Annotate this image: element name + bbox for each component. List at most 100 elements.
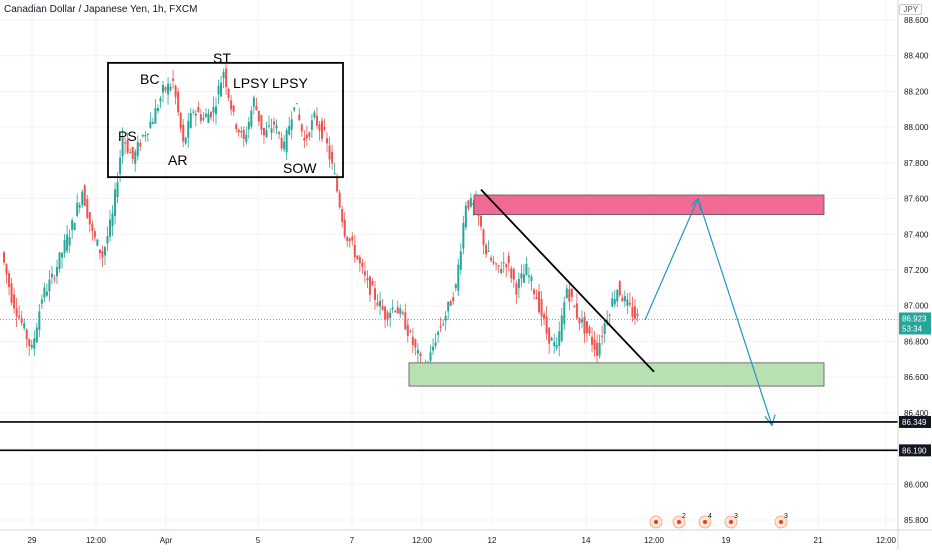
candle-body <box>3 252 5 263</box>
y-tick-label: 88.000 <box>904 123 929 132</box>
level-price-tag <box>899 444 931 457</box>
candle-body <box>381 306 384 310</box>
candle-body <box>45 291 48 296</box>
candle-body <box>527 275 530 278</box>
candle-body <box>103 247 106 256</box>
candle-body <box>318 124 321 131</box>
candle-body <box>623 296 626 302</box>
candle-body <box>432 346 435 351</box>
candle-body <box>141 135 144 137</box>
candle-body <box>490 257 493 261</box>
candle-body <box>71 220 74 230</box>
candle-body <box>5 264 8 275</box>
candle-body <box>368 276 371 295</box>
candle-body <box>596 342 599 356</box>
candle-body <box>245 134 248 142</box>
candle-body <box>601 335 604 337</box>
candle-body <box>545 316 548 334</box>
wyckoff-label: AR <box>168 152 187 168</box>
candle-body <box>371 281 374 286</box>
candle-body <box>187 121 190 138</box>
candle-body <box>353 244 356 258</box>
candle-body <box>119 157 122 175</box>
candle-body <box>331 151 334 164</box>
candle-body <box>159 98 162 102</box>
candle-body <box>109 219 111 237</box>
candle-body <box>240 131 243 133</box>
candle-body <box>25 329 28 340</box>
candle-body <box>363 271 366 276</box>
candle-body <box>151 122 154 125</box>
candle-body <box>220 82 223 97</box>
candle-body <box>550 337 553 341</box>
candle-body <box>328 145 331 160</box>
wyckoff-label: ST <box>213 50 231 66</box>
candle-body <box>300 124 303 132</box>
candle-body <box>78 204 81 208</box>
candle-body <box>568 289 571 302</box>
candle-body <box>111 213 114 227</box>
candle-body <box>538 291 541 313</box>
candle-body <box>278 132 281 135</box>
candle-body <box>515 283 518 295</box>
candle-body <box>93 231 96 238</box>
candle-body <box>366 278 369 281</box>
candle-body <box>273 121 276 125</box>
candle-body <box>560 315 563 341</box>
candle-body <box>126 139 129 153</box>
resistance-zone <box>473 194 825 216</box>
candle-body <box>101 251 104 258</box>
event-count: 4 <box>708 513 712 520</box>
candle-body <box>376 302 379 306</box>
candle-body <box>336 177 339 192</box>
candle-body <box>30 344 33 348</box>
candle-body <box>454 284 457 289</box>
candle-body <box>295 103 298 105</box>
candle-body <box>326 138 329 144</box>
candle-body <box>313 112 316 118</box>
currency-badge[interactable]: JPY <box>899 4 922 15</box>
candle-body <box>174 85 177 97</box>
candle-body <box>121 136 124 157</box>
candle-body <box>230 100 233 110</box>
candle-body <box>227 89 230 98</box>
candle-body <box>305 135 308 139</box>
candle-body <box>76 202 79 216</box>
candle-body <box>222 71 225 78</box>
event-dot <box>703 520 707 524</box>
candle-body <box>81 191 84 205</box>
candle-body <box>194 113 197 116</box>
candle-body <box>452 297 455 302</box>
candle-body <box>20 318 23 323</box>
last-price-tag <box>899 312 931 335</box>
candle-body <box>570 288 573 297</box>
candle-body <box>232 105 235 112</box>
candle-body <box>106 236 109 244</box>
candle-body <box>416 350 419 354</box>
candle-body <box>575 303 578 319</box>
candle-body <box>512 269 515 280</box>
candle-body <box>598 343 601 356</box>
candle-body <box>18 315 21 318</box>
projection-path <box>644 196 773 426</box>
y-tick-label: 85.800 <box>904 516 929 525</box>
candle-body <box>285 130 288 153</box>
candle-body <box>482 229 485 245</box>
candle-body <box>343 219 346 237</box>
candle-body <box>401 312 404 314</box>
candle-body <box>573 306 576 308</box>
candle-body <box>391 307 394 310</box>
candle-body <box>444 315 447 321</box>
candle-body <box>293 107 296 111</box>
x-tick-label: 29 <box>28 536 37 545</box>
candle-body <box>136 141 139 157</box>
candle-body <box>611 298 614 307</box>
y-tick-label: 88.600 <box>904 16 929 25</box>
candle-body <box>618 281 621 296</box>
candle-body <box>202 117 205 120</box>
candle-body <box>283 141 286 150</box>
candle-body <box>580 319 583 323</box>
candle-body <box>88 212 91 225</box>
